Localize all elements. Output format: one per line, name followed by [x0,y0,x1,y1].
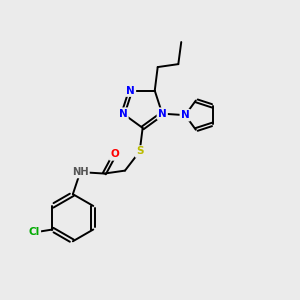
Text: N: N [119,109,128,119]
Text: N: N [158,109,167,119]
Text: N: N [181,110,190,120]
Text: NH: NH [72,167,88,177]
Text: N: N [126,85,135,96]
Text: Cl: Cl [28,227,40,237]
Text: O: O [110,149,119,159]
Text: S: S [136,146,143,157]
